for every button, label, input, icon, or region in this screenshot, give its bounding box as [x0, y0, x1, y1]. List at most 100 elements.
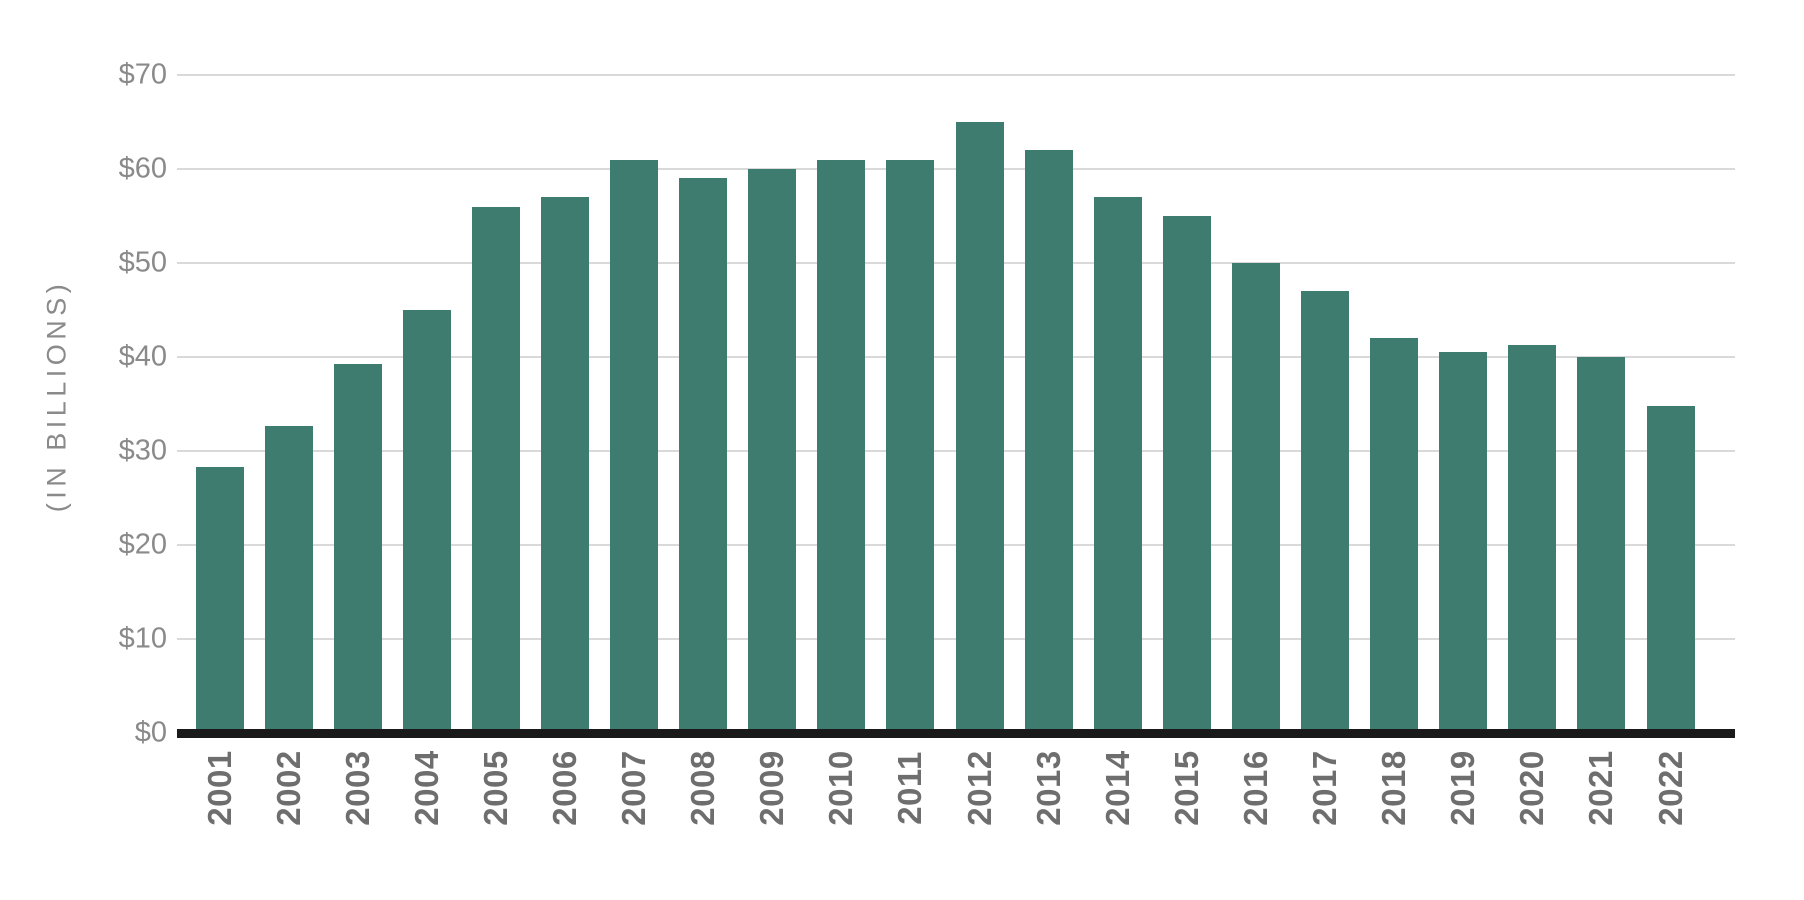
y-tick-label-60: $60 [118, 152, 167, 185]
bar-slot-2015 [1152, 75, 1221, 733]
bar-2013 [1024, 150, 1073, 733]
bar-2009 [748, 169, 797, 733]
bar-slot-2014 [1083, 75, 1152, 733]
bar-slot-2008 [669, 75, 738, 733]
x-label-slot-2011: 2011 [876, 736, 945, 840]
bar-slot-2001 [185, 75, 254, 733]
x-tick-label-2014: 2014 [1098, 750, 1136, 826]
bar-slot-2020 [1498, 75, 1567, 733]
y-tick-label-20: $20 [118, 528, 167, 561]
bar-slot-2022 [1636, 75, 1705, 733]
bar-slot-2017 [1291, 75, 1360, 733]
bar-2002 [264, 425, 313, 733]
bar-2017 [1301, 291, 1350, 733]
x-label-slot-2004: 2004 [392, 736, 461, 840]
x-label-slot-2001: 2001 [185, 736, 254, 840]
bar-2005 [471, 206, 520, 733]
bar-slot-2004 [392, 75, 461, 733]
x-tick-label-2006: 2006 [546, 750, 584, 826]
x-label-slot-2006: 2006 [530, 736, 599, 840]
bar-2003 [333, 363, 382, 733]
bar-slot-2012 [945, 75, 1014, 733]
x-label-slot-2005: 2005 [461, 736, 530, 840]
bar-2008 [679, 178, 728, 733]
x-tick-label-2008: 2008 [684, 750, 722, 826]
bar-2012 [955, 122, 1004, 733]
bar-2020 [1508, 344, 1557, 733]
bar-slot-2016 [1221, 75, 1290, 733]
bar-slot-2011 [876, 75, 945, 733]
x-tick-label-2011: 2011 [891, 751, 929, 825]
y-tick-label-0: $0 [134, 716, 167, 749]
x-tick-label-2002: 2002 [269, 750, 307, 826]
bar-slot-2021 [1567, 75, 1636, 733]
bar-2019 [1439, 352, 1488, 733]
bar-2022 [1646, 405, 1695, 733]
x-tick-label-2019: 2019 [1444, 750, 1482, 826]
x-tick-label-2009: 2009 [753, 750, 791, 826]
x-tick-label-2003: 2003 [338, 750, 376, 826]
bar-2021 [1577, 357, 1626, 733]
y-axis-tick-labels: $0 $10 $20 $30 $40 $50 $60 $70 [0, 59, 167, 749]
x-tick-label-2016: 2016 [1236, 750, 1274, 826]
x-axis-tick-labels: 2001 2002 2003 2004 2005 2006 2007 2008 2009 2010… [177, 736, 1735, 840]
y-tick-label-10: $10 [118, 622, 167, 655]
x-tick-label-2018: 2018 [1375, 750, 1413, 826]
x-label-slot-2002: 2002 [254, 736, 323, 840]
gridline-70 [177, 74, 1735, 76]
bar-2016 [1231, 263, 1280, 733]
x-tick-label-2010: 2010 [822, 750, 860, 826]
x-tick-label-2013: 2013 [1029, 750, 1067, 826]
bar-2018 [1370, 338, 1419, 733]
bar-slot-2003 [323, 75, 392, 733]
y-tick-label-50: $50 [118, 246, 167, 279]
x-label-slot-2014: 2014 [1083, 736, 1152, 840]
x-tick-label-2005: 2005 [476, 750, 514, 826]
bar-slot-2018 [1360, 75, 1429, 733]
x-tick-label-2015: 2015 [1167, 750, 1205, 826]
y-tick-label-70: $70 [118, 58, 167, 91]
y-tick-label-30: $30 [118, 434, 167, 467]
bar-slot-2009 [738, 75, 807, 733]
x-label-slot-2008: 2008 [669, 736, 738, 840]
bar-slot-2019 [1429, 75, 1498, 733]
x-label-slot-2015: 2015 [1152, 736, 1221, 840]
x-label-slot-2022: 2022 [1636, 736, 1705, 840]
x-label-slot-2019: 2019 [1429, 736, 1498, 840]
bar-slot-2005 [461, 75, 530, 733]
bar-2015 [1162, 216, 1211, 733]
x-label-slot-2018: 2018 [1360, 736, 1429, 840]
bar-2004 [402, 310, 451, 733]
bar-slot-2007 [600, 75, 669, 733]
plot-area [177, 74, 1735, 733]
x-label-slot-2013: 2013 [1014, 736, 1083, 840]
x-label-slot-2007: 2007 [600, 736, 669, 840]
x-label-slot-2017: 2017 [1291, 736, 1360, 840]
bar-2011 [886, 159, 935, 733]
x-tick-label-2004: 2004 [407, 750, 445, 826]
bar-slot-2006 [530, 75, 599, 733]
x-axis-line [177, 729, 1735, 738]
y-tick-label-40: $40 [118, 340, 167, 373]
bar-2007 [610, 159, 659, 733]
x-tick-label-2021: 2021 [1582, 750, 1620, 826]
bar-slot-2002 [254, 75, 323, 733]
bar-slot-2013 [1014, 75, 1083, 733]
bar-2001 [195, 466, 244, 733]
x-tick-label-2020: 2020 [1513, 750, 1551, 826]
x-label-slot-2020: 2020 [1498, 736, 1567, 840]
x-tick-label-2001: 2001 [200, 750, 238, 826]
x-tick-label-2022: 2022 [1651, 750, 1689, 826]
x-tick-label-2007: 2007 [615, 750, 653, 826]
x-tick-label-2017: 2017 [1306, 750, 1344, 826]
x-label-slot-2012: 2012 [945, 736, 1014, 840]
bar-2010 [817, 159, 866, 733]
bar-slot-2010 [807, 75, 876, 733]
x-label-slot-2009: 2009 [738, 736, 807, 840]
x-label-slot-2016: 2016 [1221, 736, 1290, 840]
x-label-slot-2010: 2010 [807, 736, 876, 840]
x-tick-label-2012: 2012 [960, 750, 998, 826]
x-label-slot-2021: 2021 [1567, 736, 1636, 840]
bar-2014 [1093, 197, 1142, 733]
